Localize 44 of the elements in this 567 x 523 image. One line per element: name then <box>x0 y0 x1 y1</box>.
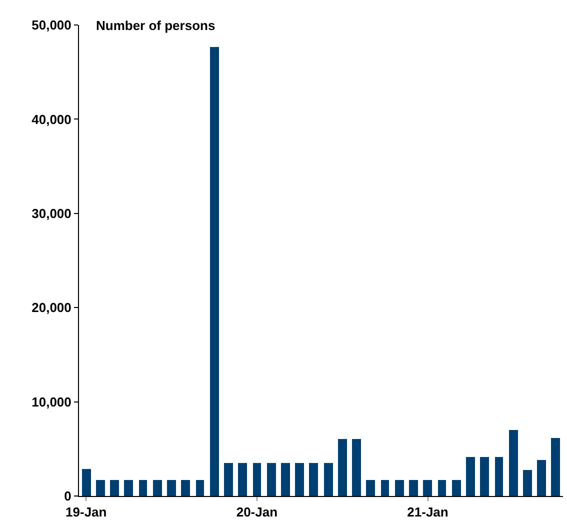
bar <box>537 460 546 496</box>
bar <box>267 463 276 496</box>
bar <box>452 480 461 496</box>
bar <box>96 480 105 496</box>
bar <box>480 457 489 496</box>
bar <box>238 463 247 496</box>
bar <box>395 480 404 496</box>
y-tick-label: 30,000 <box>32 206 72 221</box>
x-tick-label: 19-Jan <box>66 504 107 520</box>
bar <box>181 480 190 496</box>
bar <box>338 439 347 496</box>
bar <box>381 480 389 496</box>
bar <box>438 480 446 496</box>
bar <box>495 457 503 496</box>
bar <box>124 480 133 496</box>
bar <box>523 470 532 496</box>
bar <box>224 463 233 496</box>
bar <box>352 439 361 496</box>
bar <box>196 480 204 496</box>
bar <box>295 463 304 496</box>
bar <box>324 463 333 496</box>
bar <box>509 430 518 496</box>
bar <box>153 480 162 496</box>
bar <box>167 480 176 496</box>
bar <box>110 480 119 496</box>
bar <box>309 463 318 496</box>
y-tick-label: 20,000 <box>32 300 72 316</box>
y-tick-label: 40,000 <box>32 112 72 127</box>
bar <box>281 463 290 496</box>
y-tick-label: 0 <box>64 488 72 504</box>
chart-title: Number of persons <box>96 18 216 33</box>
bar <box>409 480 418 496</box>
bar <box>466 457 475 496</box>
bar <box>210 47 219 496</box>
bar <box>366 480 375 496</box>
bar <box>82 469 91 496</box>
bar <box>253 463 261 496</box>
x-tick-label: 20-Jan <box>236 504 278 520</box>
bar <box>423 480 432 496</box>
x-tick-label: 21-Jan <box>407 504 448 520</box>
y-tick-label: 50,000 <box>32 18 72 33</box>
bar <box>139 480 147 496</box>
y-tick-label: 10,000 <box>32 394 72 410</box>
bar <box>551 438 560 496</box>
